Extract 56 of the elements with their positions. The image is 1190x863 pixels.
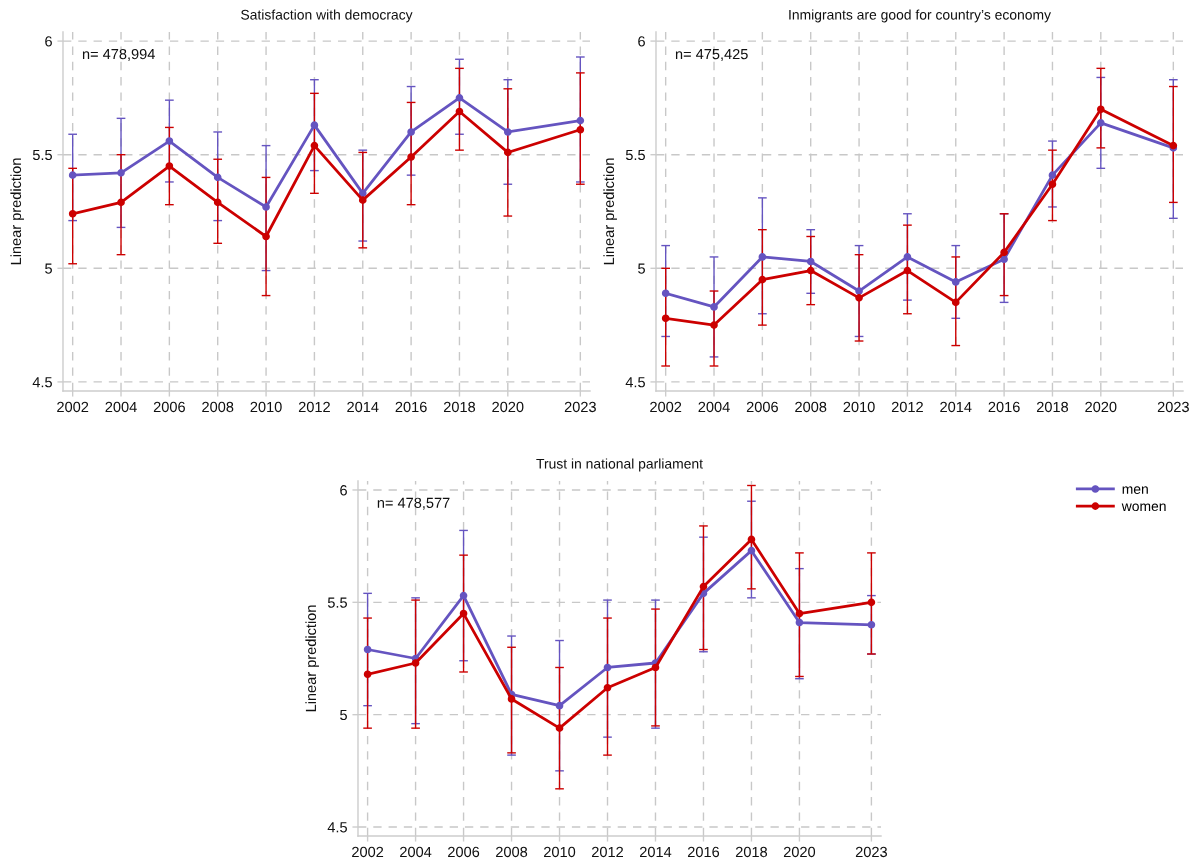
- x-tick-label: 2020: [492, 401, 524, 413]
- x-tick-label: 2018: [443, 401, 476, 413]
- y-axis-title: Linear prediction: [603, 158, 617, 265]
- chart-title: Satisfaction with democracy: [241, 9, 413, 23]
- x-tick-label: 2023: [1157, 401, 1189, 413]
- y-tick-label: 4.5: [32, 377, 52, 388]
- y-tick-label: 5.5: [327, 597, 347, 608]
- x-tick-label: 2010: [843, 401, 875, 413]
- x-tick-label: 2002: [57, 401, 89, 413]
- x-tick-label: 2012: [592, 846, 623, 858]
- x-tick-label: 2010: [544, 846, 576, 858]
- x-tick-label: 2018: [1036, 401, 1069, 413]
- x-tick-label: 2004: [698, 401, 730, 413]
- x-tick-label: 2004: [105, 401, 137, 413]
- chart-title: Inmigrants are good for country’s economy: [789, 9, 1051, 23]
- x-tick-label: 2014: [640, 846, 672, 858]
- y-tick-label: 5.5: [625, 149, 645, 161]
- y-tick-label: 6: [638, 36, 645, 47]
- x-tick-label: 2018: [735, 846, 768, 858]
- x-tick-label: 2012: [298, 401, 330, 413]
- x-tick-label: 2006: [448, 846, 480, 858]
- x-tick-label: 2016: [687, 846, 720, 858]
- y-tick-label: 4.5: [625, 377, 645, 388]
- x-tick-label: 2016: [395, 401, 427, 413]
- x-tick-label: 2006: [153, 401, 185, 413]
- y-tick-label: 5: [45, 263, 52, 274]
- x-tick-label: 2010: [250, 401, 282, 413]
- x-tick-label: 2004: [400, 846, 432, 858]
- x-tick-label: 2023: [855, 846, 887, 858]
- y-tick-label: 4.5: [327, 822, 347, 833]
- x-tick-label: 2008: [795, 401, 827, 413]
- x-tick-label: 2020: [783, 846, 816, 858]
- annotation: n= 478,577: [377, 497, 450, 510]
- legend-label: men: [1122, 486, 1148, 494]
- y-tick-label: 6: [340, 485, 347, 496]
- x-tick-label: 2014: [347, 401, 379, 413]
- x-tick-label: 2002: [352, 846, 384, 858]
- x-tick-label: 2008: [202, 401, 234, 413]
- x-tick-label: 2008: [496, 846, 528, 858]
- x-tick-label: 2012: [891, 401, 923, 413]
- x-tick-label: 2002: [650, 401, 682, 413]
- annotation: n= 478,994: [82, 48, 155, 61]
- y-tick-label: 6: [45, 36, 52, 47]
- y-tick-label: 5: [340, 709, 347, 721]
- x-tick-label: 2014: [940, 401, 972, 413]
- chart-title: Trust in national parliament: [536, 458, 703, 472]
- y-axis-title: Linear prediction: [10, 158, 24, 265]
- x-tick-label: 2006: [746, 401, 778, 413]
- y-axis-title: Linear prediction: [305, 605, 319, 712]
- annotation: n= 475,425: [675, 48, 748, 61]
- y-tick-label: 5: [638, 263, 645, 274]
- y-tick-label: 5.5: [32, 149, 52, 161]
- legend-label: women: [1121, 503, 1166, 512]
- x-tick-label: 2016: [988, 401, 1020, 413]
- x-tick-label: 2023: [564, 401, 596, 413]
- x-tick-label: 2020: [1085, 401, 1117, 413]
